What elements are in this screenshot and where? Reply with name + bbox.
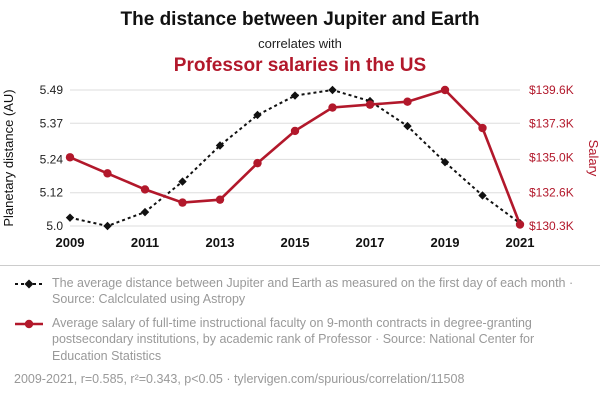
x-axis-tick-label: 2015 — [281, 235, 310, 250]
jupiter-distance-marker — [103, 221, 112, 230]
professor-salary-marker — [515, 219, 525, 229]
x-axis-tick-label: 2011 — [131, 235, 159, 250]
left-axis-tick-label: 5.24 — [40, 152, 64, 166]
professor-salary-marker — [215, 195, 225, 204]
footnotes-section: The average distance between Jupiter and… — [0, 264, 600, 365]
right-axis-tick-label: $130.3K — [529, 219, 574, 233]
x-axis-tick-label: 2019 — [431, 235, 460, 250]
right-axis-title: Salary — [586, 139, 600, 176]
jupiter-distance-marker — [478, 190, 487, 200]
x-axis-tick-label: 2009 — [56, 235, 85, 250]
left-axis-tick-label: 5.0 — [46, 219, 63, 233]
jupiter-distance-marker — [178, 176, 187, 186]
professor-salary-marker — [328, 102, 337, 112]
chart-title: The distance between Jupiter and Earth — [120, 9, 480, 30]
professor-salary-marker — [290, 126, 300, 135]
professor-salary-marker — [478, 123, 487, 132]
jupiter-distance-marker — [65, 213, 75, 222]
footnote-salary: Average salary of full-time instructiona… — [14, 315, 586, 365]
chart-connector-text: correlates with — [258, 35, 342, 51]
jupiter-distance-line — [69, 88, 521, 227]
jupiter-distance-marker — [328, 85, 337, 94]
chart-subtitle: Professor salaries in the US — [173, 54, 427, 76]
jupiter-distance-marker — [140, 207, 150, 216]
right-axis-tick-label: $135.0K — [529, 150, 574, 164]
jupiter-distance-marker — [440, 157, 450, 166]
professor-salary-marker — [403, 97, 412, 106]
solid-line-circle-marker-icon — [15, 319, 43, 328]
professor-salary-line — [69, 88, 522, 225]
professor-salary-marker — [178, 197, 187, 207]
stats-and-source-link: 2009-2021, r=0.585, r²=0.343, p<0.05 · t… — [14, 372, 465, 387]
professor-salary-marker — [103, 168, 112, 178]
jupiter-distance-marker — [403, 121, 412, 130]
professor-salary-marker — [440, 85, 450, 94]
left-axis-tick-label: 5.37 — [40, 116, 64, 130]
x-axis-tick-label: 2021 — [506, 235, 535, 250]
professor-salary-marker — [140, 184, 150, 194]
footnote-jupiter-text: The average distance between Jupiter and… — [52, 275, 574, 307]
jupiter-distance-marker — [215, 140, 225, 150]
left-axis-tick-label: 5.12 — [40, 185, 64, 199]
right-axis-tick-label: $139.6K — [529, 83, 574, 97]
right-axis-tick-label: $137.3K — [529, 116, 574, 130]
professor-salary-marker — [253, 158, 262, 167]
x-axis-tick-label: 2013 — [206, 235, 235, 250]
x-axis-tick-label: 2017 — [356, 235, 385, 250]
dashed-line-diamond-marker-icon — [15, 279, 43, 289]
left-axis-title: Planetary distance (AU) — [1, 89, 16, 226]
chart-header: The distance between Jupiter and Earth c… — [0, 0, 600, 78]
dual-axis-line-chart: 5.49 5.37 5.24 5.12 5.0 $139.6K $137.3K $135.0K… — [1, 83, 600, 250]
right-axis-tick-label: $132.6K — [529, 185, 574, 199]
jupiter-distance-marker — [253, 110, 262, 119]
left-axis-tick-label: 5.49 — [40, 83, 64, 97]
jupiter-distance-marker — [290, 90, 300, 100]
footnote-jupiter: The average distance between Jupiter and… — [14, 275, 586, 308]
chart-area: 5.49 5.37 5.24 5.12 5.0 $139.6K $137.3K $135.0K… — [0, 80, 600, 261]
footnote-salary-text: Average salary of full-time instructiona… — [52, 315, 535, 363]
professor-salary-marker — [65, 152, 75, 162]
professor-salary-marker — [365, 100, 375, 109]
